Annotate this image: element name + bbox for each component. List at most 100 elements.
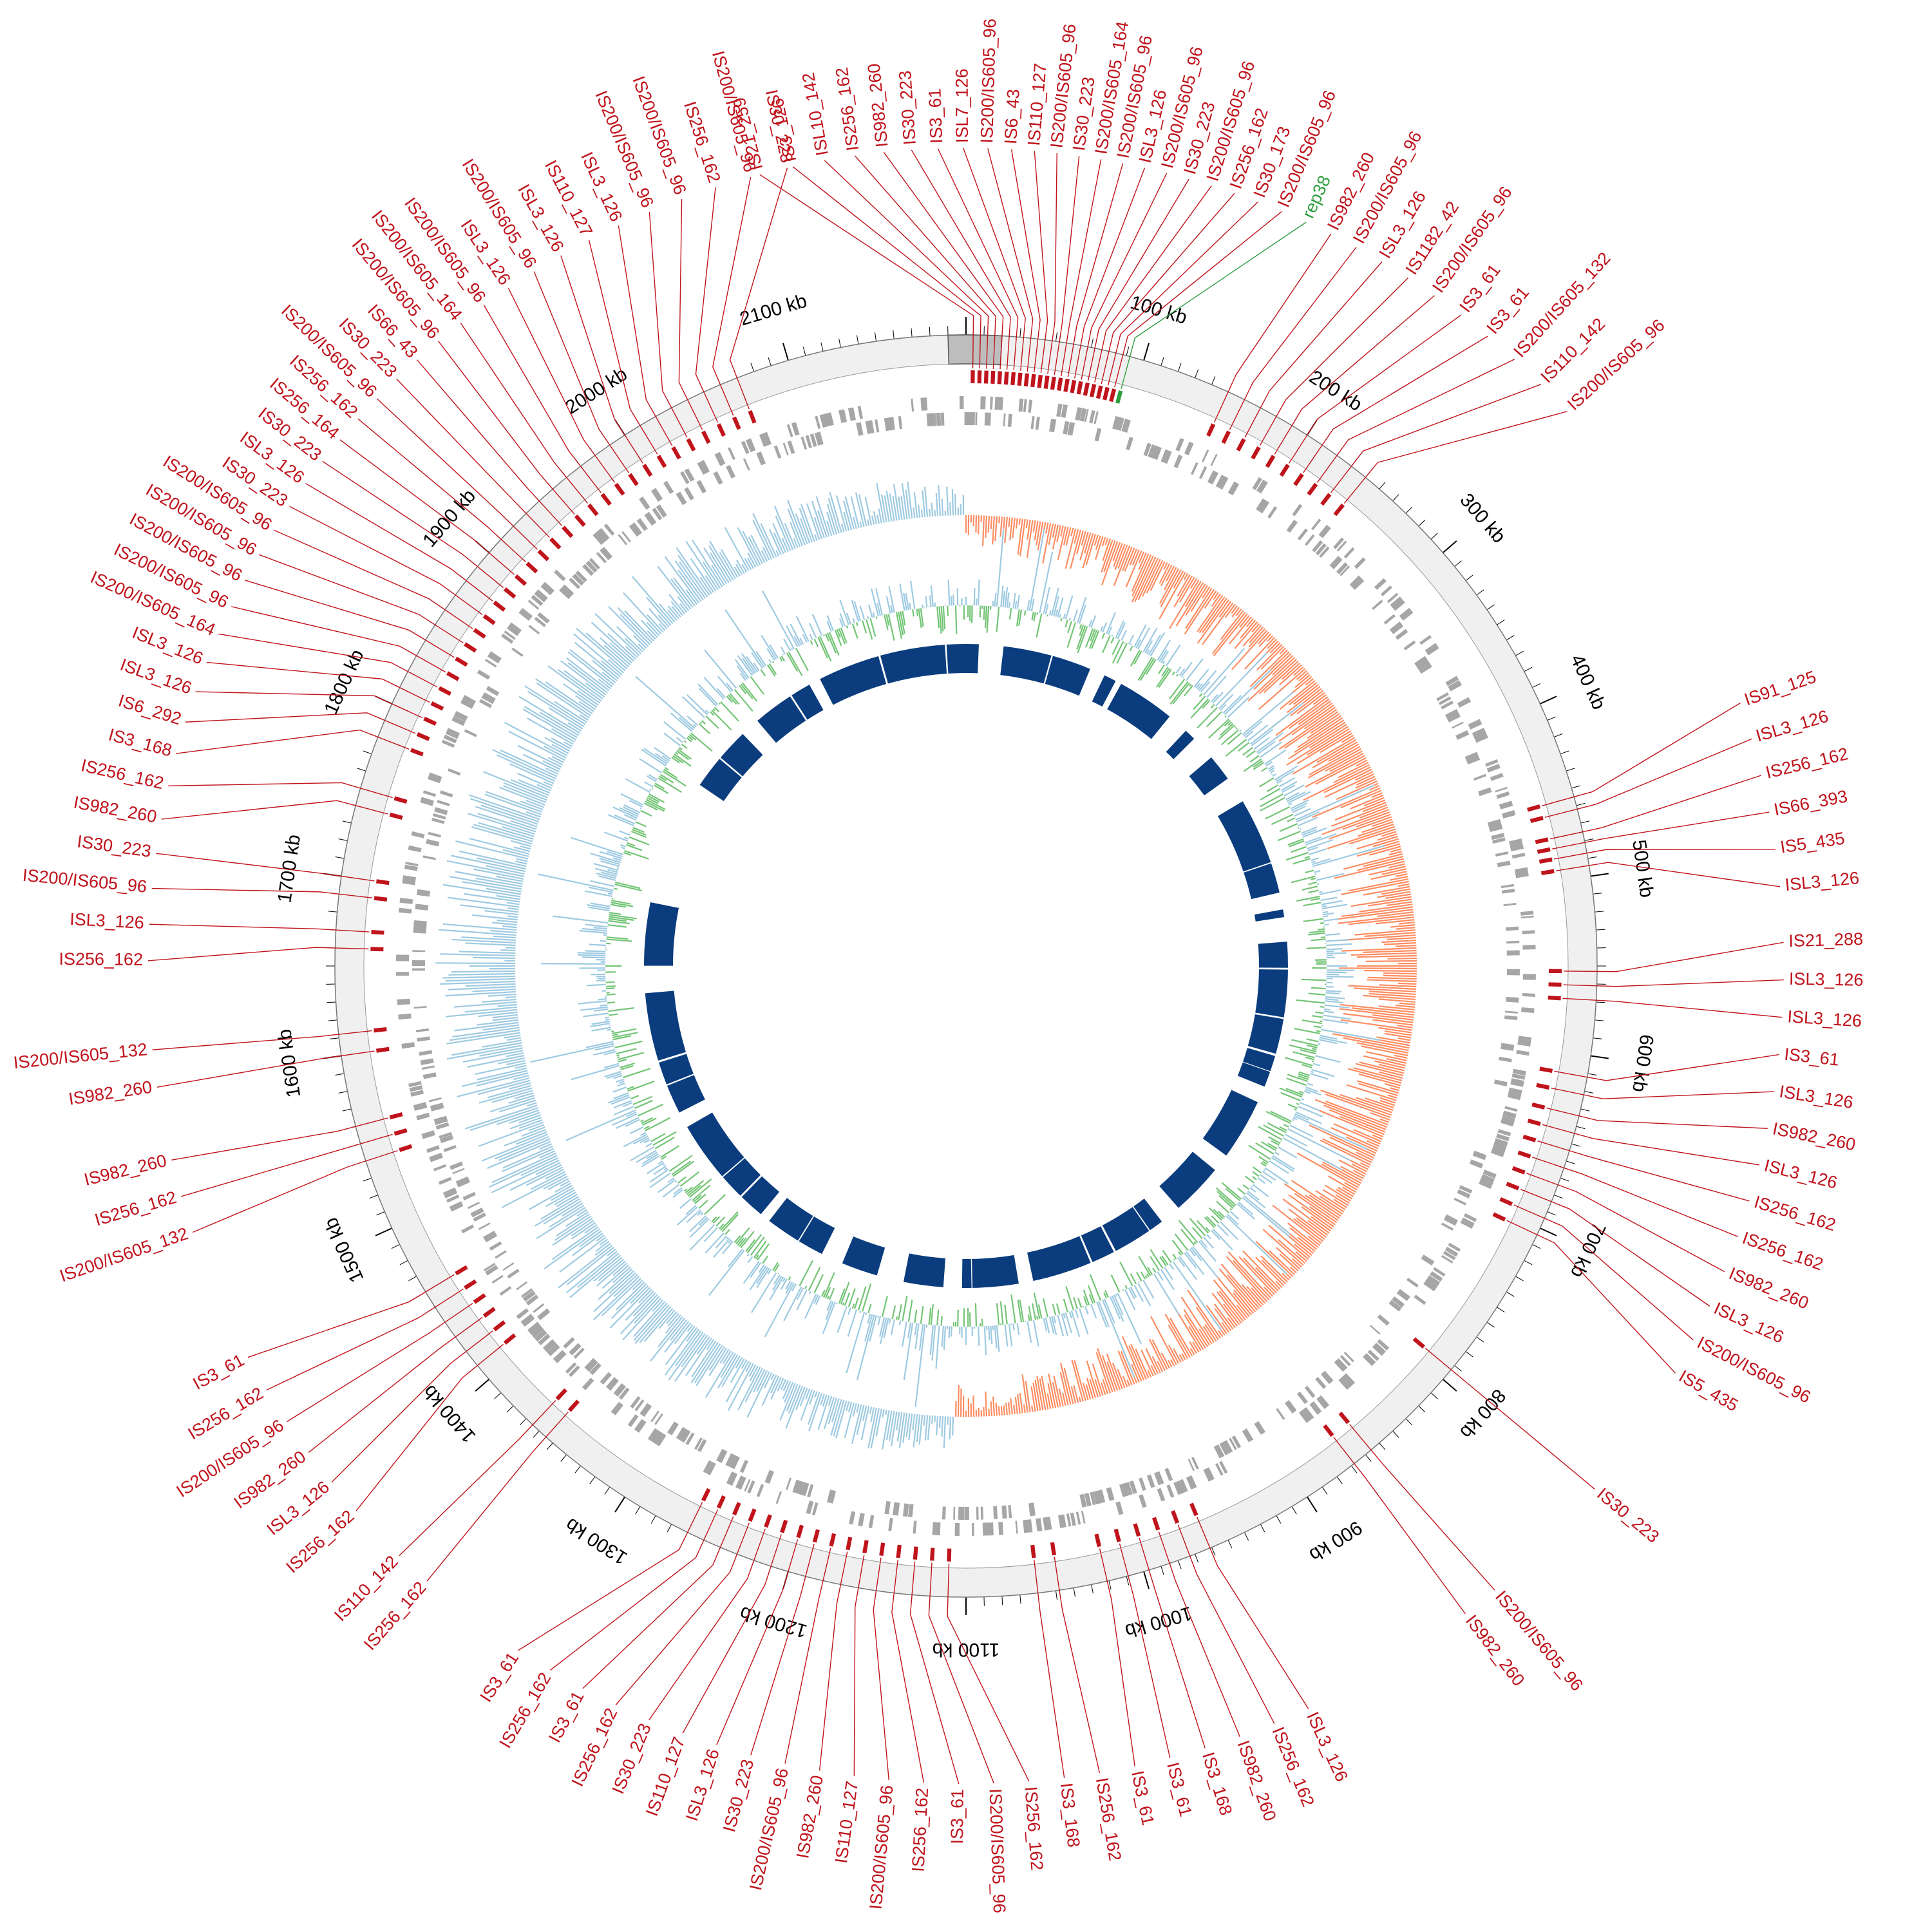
gc-skew-track-bar bbox=[1362, 802, 1387, 813]
gc-skew-track-bar bbox=[1342, 1186, 1356, 1195]
cds-block bbox=[451, 715, 466, 726]
gc-content-track-bar bbox=[1298, 1073, 1309, 1079]
cds-block bbox=[434, 807, 448, 815]
is-element-mark bbox=[642, 464, 653, 477]
gc-content-track-bar bbox=[844, 1293, 850, 1306]
gc-content-track-bar bbox=[611, 1028, 637, 1035]
cds-block bbox=[1447, 713, 1461, 723]
gc-content-track-bar bbox=[1102, 622, 1108, 633]
gc-content-track-bar bbox=[654, 782, 665, 790]
gc-skew-track-bar bbox=[591, 621, 635, 662]
gc-skew-track-bar bbox=[486, 791, 543, 813]
gc-content-track-bar bbox=[1077, 626, 1088, 654]
gc-skew-track-bar bbox=[1312, 741, 1358, 768]
gc-skew-track-bar bbox=[1353, 1170, 1365, 1177]
gc-content-track-bar bbox=[1171, 1240, 1184, 1255]
gc-content-track-bar bbox=[677, 748, 692, 760]
gc-content-track-bar bbox=[632, 1135, 649, 1145]
is-element-label: IS200/IS605_132 bbox=[1510, 249, 1615, 361]
gc-skew-track-bar bbox=[1135, 1349, 1150, 1379]
minor-tick bbox=[1554, 733, 1563, 737]
gc-skew-track-bar bbox=[1256, 644, 1283, 671]
gc-content-track-bar bbox=[790, 623, 802, 646]
gc-content-track-bar bbox=[668, 1155, 693, 1172]
gc-skew-track-bar bbox=[468, 813, 535, 835]
cds-block bbox=[489, 1241, 502, 1251]
gc-skew-track-bar bbox=[676, 547, 710, 596]
is-element-mark bbox=[716, 1495, 726, 1509]
gc-content-track-bar bbox=[875, 588, 884, 616]
gc-content-track-bar bbox=[1238, 1201, 1254, 1215]
gc-content-track-bar bbox=[565, 1109, 636, 1141]
gc-skew-track-bar bbox=[1142, 558, 1161, 597]
cds-block bbox=[450, 1161, 463, 1170]
feature-connector bbox=[1532, 1157, 1738, 1237]
gc-content-track-bar bbox=[678, 717, 694, 731]
gc-content-track-bar bbox=[1129, 645, 1133, 652]
is-element-label: IS256_162 bbox=[1021, 1786, 1046, 1871]
gc-content-track-bar bbox=[1130, 649, 1141, 667]
gc-skew-track-bar bbox=[737, 1367, 761, 1411]
gc-skew-track-bar bbox=[539, 1150, 556, 1159]
gc-content-track-bar bbox=[607, 1001, 616, 1004]
gc-skew-track-bar bbox=[1333, 764, 1370, 784]
cds-block bbox=[1392, 1296, 1405, 1308]
gc-skew-track-bar bbox=[1224, 603, 1236, 618]
gc-skew-track-bar bbox=[1329, 1136, 1374, 1159]
feature-connector bbox=[1229, 247, 1357, 430]
is-element-mark bbox=[393, 796, 408, 804]
minor-tick bbox=[635, 1506, 641, 1515]
gc-content-track-bar bbox=[608, 1007, 634, 1012]
cds-block bbox=[569, 1365, 580, 1378]
gc-skew-track-bar bbox=[912, 1414, 916, 1430]
gc-skew-track-bar bbox=[1150, 1316, 1177, 1365]
cds-block bbox=[421, 1130, 435, 1139]
gc-skew-track-bar bbox=[539, 1143, 553, 1150]
gc-skew-track-bar bbox=[1222, 1303, 1240, 1325]
cds-block bbox=[971, 412, 975, 426]
gc-content-track-bar bbox=[1285, 791, 1300, 800]
cds-block bbox=[994, 397, 1001, 410]
gc-skew-track-bar bbox=[504, 1128, 547, 1147]
gc-content-track-bar bbox=[729, 693, 740, 705]
gc-skew-track-bar bbox=[446, 1045, 523, 1060]
cds-block bbox=[999, 397, 1003, 410]
gc-skew-track-bar bbox=[545, 767, 559, 775]
gc-content-track-bar bbox=[698, 1200, 708, 1209]
gc-skew-track-bar bbox=[520, 845, 531, 850]
gc-skew-track-bar bbox=[1132, 555, 1154, 603]
gc-skew-track-bar bbox=[451, 1042, 522, 1056]
gc-skew-track-bar bbox=[462, 1050, 524, 1063]
gc-content-track-bar bbox=[606, 936, 629, 940]
minor-tick bbox=[802, 346, 806, 356]
gc-skew-track-bar bbox=[918, 1414, 923, 1445]
gc-skew-track-bar bbox=[744, 1368, 763, 1403]
gc-skew-track-bar bbox=[487, 1141, 551, 1170]
cds-block bbox=[1495, 851, 1509, 857]
feature-connector bbox=[911, 149, 1011, 370]
gc-skew-track-bar bbox=[913, 507, 916, 518]
gc-skew-track-bar bbox=[1166, 565, 1175, 582]
cds-block bbox=[1329, 556, 1343, 569]
gc-content-track-bar bbox=[936, 1309, 940, 1326]
gc-skew-track-bar bbox=[1358, 1083, 1398, 1097]
cds-block bbox=[1387, 592, 1399, 603]
gc-content-track-bar bbox=[1218, 1195, 1234, 1209]
gc-skew-track-bar bbox=[1368, 898, 1412, 907]
gc-skew-track-bar bbox=[528, 1124, 545, 1132]
gc-skew-track-bar bbox=[694, 1343, 721, 1383]
gc-content-track-bar bbox=[867, 1313, 871, 1324]
cds-block bbox=[676, 491, 687, 506]
gc-skew-track-bar bbox=[638, 1289, 652, 1303]
gc-skew-track-bar bbox=[813, 516, 823, 540]
gc-content-track-bar bbox=[1198, 693, 1203, 697]
gc-skew-track-bar bbox=[1278, 702, 1333, 743]
gc-skew-track-bar bbox=[719, 552, 736, 580]
cds-block bbox=[1496, 791, 1510, 799]
gc-skew-track-bar bbox=[1295, 1251, 1307, 1262]
gc-content-track-bar bbox=[1235, 728, 1238, 730]
cds-block bbox=[1421, 1255, 1435, 1266]
gc-content-track-bar bbox=[1197, 1220, 1209, 1234]
gc-content-track bbox=[530, 529, 1385, 1407]
cds-block bbox=[647, 1428, 659, 1441]
